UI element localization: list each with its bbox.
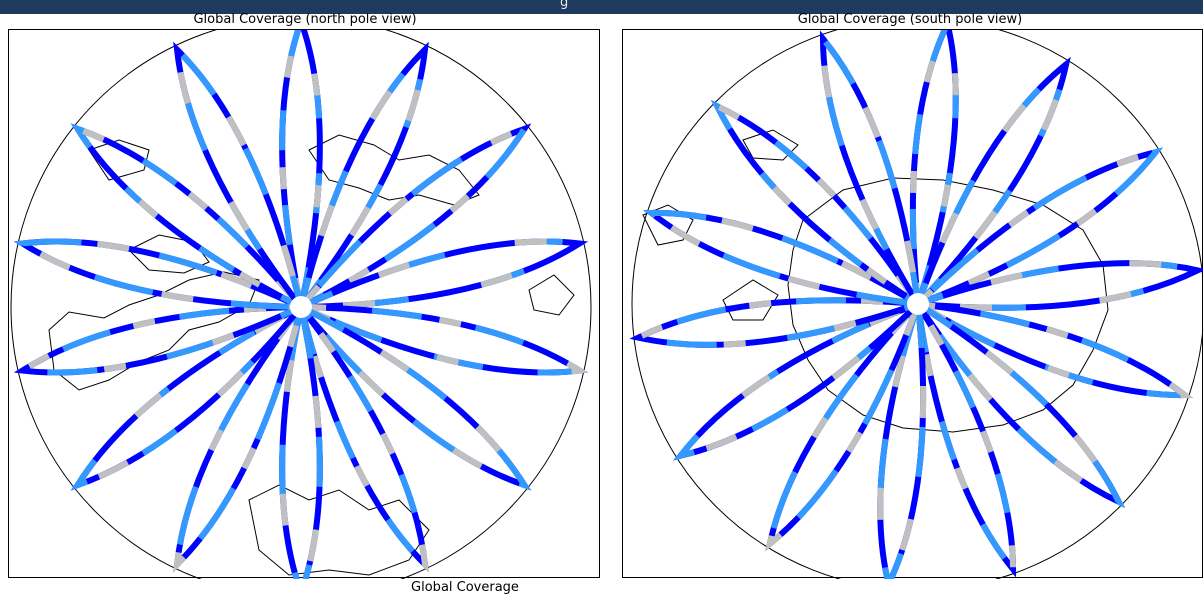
coastline-5 xyxy=(528,274,575,316)
orbit-lobe-light-3 xyxy=(299,238,589,310)
orbit-tracks xyxy=(13,30,589,579)
orbit-lobe-light-5 xyxy=(915,301,1126,508)
coastline-3 xyxy=(248,484,430,576)
orbit-lobe-12 xyxy=(710,100,921,307)
orbit-lobe-light-9 xyxy=(673,301,921,461)
globe-outline xyxy=(631,30,1203,579)
orbit-lobe-light-10 xyxy=(13,304,303,376)
orbit-lobe-gray-4 xyxy=(299,304,589,376)
orbit-tracks xyxy=(629,30,1203,579)
orbit-lobe-light-12 xyxy=(710,100,921,307)
orbit-lobe-gray-6 xyxy=(298,305,429,573)
orbit-lobe-light-6 xyxy=(915,302,1017,578)
window-title-fragment: g xyxy=(560,0,569,10)
orbit-lobe-gray-3 xyxy=(299,238,589,310)
orbit-lobe-light-5 xyxy=(298,304,532,491)
orbit-lobe-gray-4 xyxy=(916,301,1194,399)
pole-hole xyxy=(290,296,312,318)
north-pole-map xyxy=(10,30,592,579)
orbit-lobe-gray-13 xyxy=(173,41,304,309)
orbit-lobe-gray-5 xyxy=(298,304,532,491)
orbit-lobe-light-10 xyxy=(629,297,919,348)
orbit-lobe-2 xyxy=(915,147,1163,307)
south-pole-map-panel xyxy=(622,29,1203,579)
orbit-lobe-gray-2 xyxy=(915,147,1163,307)
orbit-lobe-gray-7 xyxy=(279,306,323,579)
orbit-lobe-light-6 xyxy=(298,305,429,573)
north-pole-map-panel xyxy=(8,29,600,579)
orbit-lobe-gray-9 xyxy=(70,304,304,491)
orbit-lobe-light-8 xyxy=(173,305,304,573)
orbit-lobe-gray-0 xyxy=(279,30,323,308)
window-title-bar: g xyxy=(0,0,1203,14)
orbit-lobe-light-12 xyxy=(70,123,304,310)
coastline-3 xyxy=(722,279,779,321)
orbit-lobe-light-11 xyxy=(642,209,920,307)
south-pole-map xyxy=(629,30,1203,579)
coastline-2 xyxy=(308,134,480,206)
pole-hole xyxy=(907,293,929,315)
orbit-lobe-gray-12 xyxy=(710,100,921,307)
orbit-lobe-gray-5 xyxy=(915,301,1126,508)
orbit-lobe-gray-3 xyxy=(917,260,1203,311)
orbit-lobe-gray-8 xyxy=(173,305,304,573)
orbit-lobe-gray-9 xyxy=(673,301,921,461)
orbit-lobe-9 xyxy=(673,301,921,461)
coastline-1 xyxy=(642,204,694,246)
north-panel-title: Global Coverage (north pole view) xyxy=(193,12,417,27)
orbit-lobe-gray-13 xyxy=(819,30,921,306)
orbit-lobe-light-3 xyxy=(917,260,1203,311)
coastline-1 xyxy=(128,234,210,274)
orbit-lobe-5 xyxy=(915,301,1126,508)
orbit-lobe-light-2 xyxy=(915,147,1163,307)
globe-outline xyxy=(10,30,592,579)
orbit-lobe-gray-0 xyxy=(909,30,959,305)
orbit-lobe-gray-8 xyxy=(765,301,921,552)
orbit-lobe-light-11 xyxy=(13,238,303,310)
orbit-lobe-gray-7 xyxy=(877,303,927,579)
orbit-lobe-light-8 xyxy=(765,301,921,552)
south-panel-title: Global Coverage (south pole view) xyxy=(797,12,1023,27)
orbit-lobe-light-2 xyxy=(298,123,532,310)
footer-caption: Global Coverage xyxy=(411,580,519,595)
orbit-lobe-gray-1 xyxy=(915,56,1071,307)
orbit-lobe-gray-11 xyxy=(642,209,920,307)
orbit-lobe-gray-1 xyxy=(298,41,429,309)
